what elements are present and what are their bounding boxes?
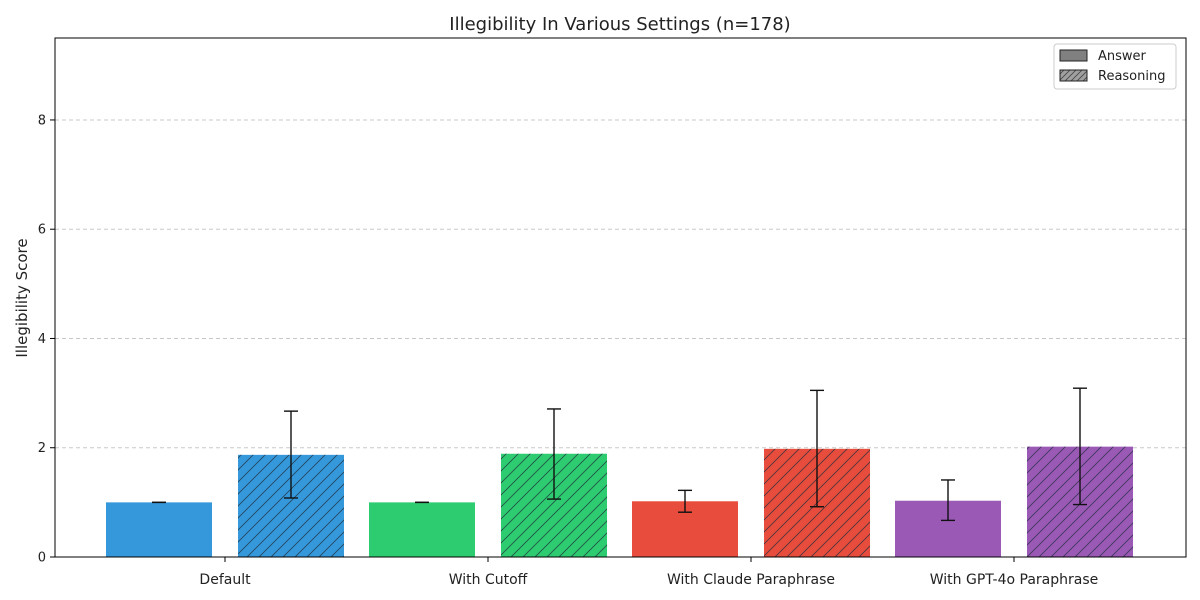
error-bars-group — [152, 387, 1087, 522]
error-bar-answer-with-claude-paraphrase — [678, 489, 692, 513]
y-tick-label-8: 8 — [38, 113, 46, 128]
y-tick-label-4: 4 — [38, 332, 46, 347]
error-bar-reasoning-with-cutoff — [547, 408, 561, 500]
legend-swatch-reasoning — [1059, 69, 1088, 82]
legend-swatch-answer — [1059, 49, 1088, 62]
x-tick-label-0: Default — [199, 572, 251, 588]
error-bar-reasoning-with-claude-paraphrase — [810, 389, 824, 508]
y-axis-label: Illegibility Score — [13, 238, 31, 357]
error-bar-reasoning-default — [284, 410, 298, 499]
chart-title: Illegibility In Various Settings (n=178) — [449, 14, 790, 35]
x-tick-label-2: With Claude Paraphrase — [667, 572, 835, 588]
gridlines — [55, 119, 1186, 449]
bars-group — [106, 446, 1133, 557]
y-tick-label-6: 6 — [38, 223, 46, 238]
y-tick-label-0: 0 — [38, 551, 46, 566]
legend-label-reasoning: Reasoning — [1098, 69, 1165, 84]
legend-label-answer: Answer — [1098, 49, 1147, 64]
plot-frame — [54, 37, 1187, 558]
error-bar-answer-with-gpt-4o-paraphrase — [941, 479, 955, 522]
x-tick-label-3: With GPT-4o Paraphrase — [930, 572, 1099, 588]
error-bar-reasoning-with-gpt-4o-paraphrase — [1073, 387, 1087, 506]
bar-answer-with-cutoff — [369, 502, 475, 557]
y-axis-ticks: 0 2 4 6 8 — [38, 113, 55, 566]
legend: Answer Reasoning — [1053, 43, 1177, 90]
bar-answer-default — [106, 502, 212, 557]
y-tick-label-2: 2 — [38, 441, 46, 456]
x-tick-label-1: With Cutoff — [449, 572, 528, 588]
x-axis-ticks: Default With Cutoff With Claude Paraphrase… — [199, 557, 1098, 588]
